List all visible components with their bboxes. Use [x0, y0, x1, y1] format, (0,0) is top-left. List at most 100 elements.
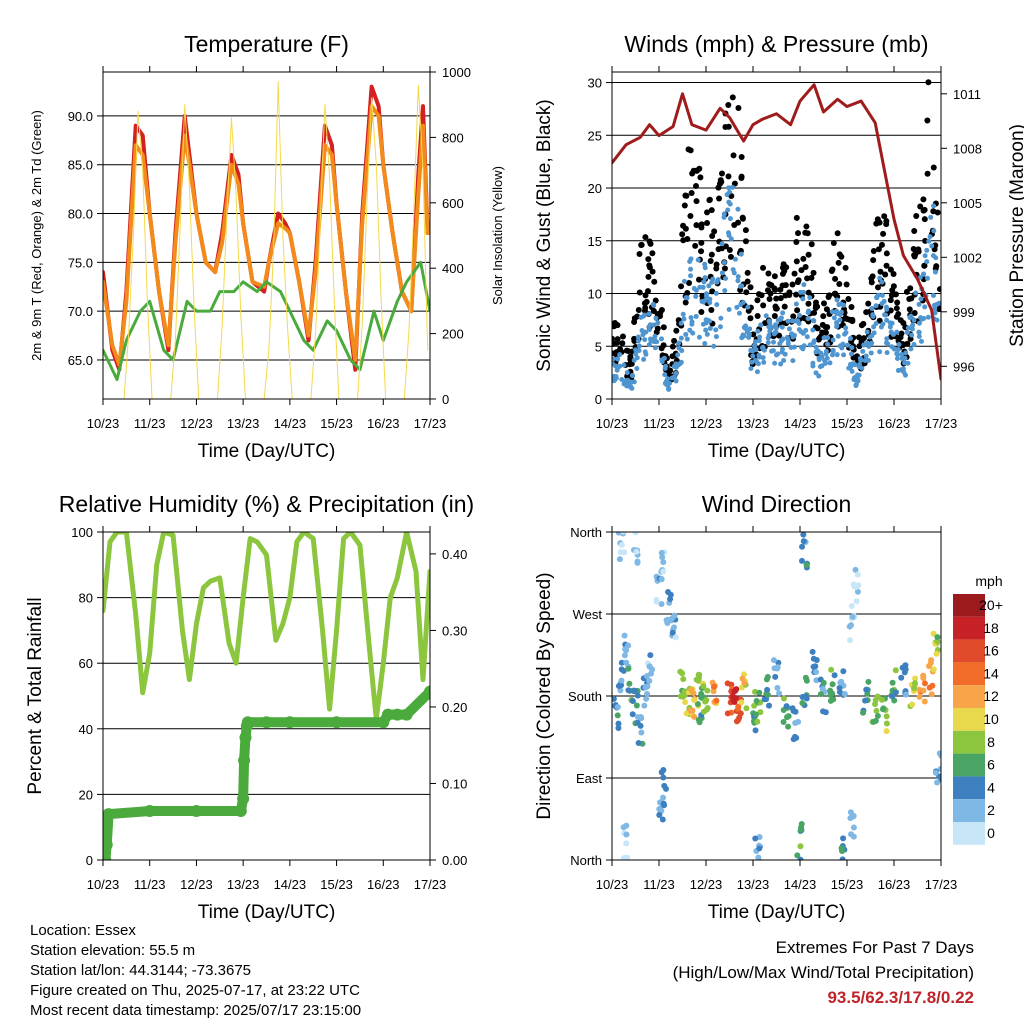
winds-point-wind — [902, 360, 908, 366]
winds-point-gust — [930, 208, 937, 215]
winds-ytick-label: 20 — [588, 181, 602, 196]
winds-point-wind — [704, 331, 710, 337]
direction-point — [753, 697, 760, 704]
winds-point-gust — [706, 197, 713, 204]
direction-legend-swatch — [953, 776, 985, 800]
direction-point — [658, 576, 665, 583]
temperature-title: Temperature (F) — [184, 31, 349, 57]
winds-point-wind — [884, 340, 890, 346]
direction-point — [761, 696, 768, 703]
winds-point-gust — [619, 333, 626, 340]
winds-point-wind — [730, 184, 736, 190]
winds-point-gust — [715, 246, 722, 253]
direction-point — [836, 689, 843, 696]
winds-point-wind — [929, 243, 935, 249]
winds-point-gust — [812, 302, 819, 309]
winds-point-gust — [693, 198, 700, 205]
winds-point-gust — [882, 271, 889, 278]
humidity-ytick-label: 80 — [79, 591, 93, 606]
winds-point-gust — [894, 299, 901, 306]
winds-point-gust — [754, 297, 761, 304]
direction-point — [646, 663, 653, 670]
direction-point — [660, 774, 667, 781]
winds-point-wind — [614, 367, 620, 373]
direction-point — [724, 680, 731, 687]
winds-point-gust — [880, 230, 887, 237]
winds-point-gust — [645, 256, 652, 263]
winds-point-gust — [685, 146, 692, 153]
winds-point-wind — [747, 326, 753, 332]
winds-point-wind — [878, 324, 884, 330]
humidity-xtick-label: 16/23 — [367, 877, 400, 892]
extremes-subtitle: (High/Low/Max Wind/Total Precipitation) — [672, 963, 974, 982]
direction-point — [732, 687, 739, 694]
winds-point-gust — [915, 246, 922, 253]
direction-point — [930, 630, 937, 637]
winds-point-wind — [722, 288, 728, 294]
winds-point-wind — [829, 309, 835, 315]
temperature-xtick-label: 11/23 — [134, 416, 166, 431]
winds-point-wind — [727, 201, 733, 207]
winds-point-wind — [805, 316, 811, 322]
winds-point-gust — [906, 306, 913, 313]
direction-point — [772, 673, 779, 680]
winds-point-gust — [765, 270, 772, 277]
winds-point-wind — [676, 340, 682, 346]
winds-point-gust — [795, 277, 802, 284]
humidity-ytick-label: 40 — [79, 722, 93, 737]
direction-point — [642, 684, 649, 691]
direction-point — [892, 667, 899, 674]
winds-point-gust — [709, 288, 716, 295]
winds-point-gust — [820, 313, 827, 320]
winds-point-wind — [913, 290, 919, 296]
winds-point-gust — [856, 334, 863, 341]
winds-point-wind — [719, 241, 725, 247]
winds-point-wind — [841, 302, 847, 308]
direction-point — [851, 583, 858, 590]
direction-point — [687, 707, 694, 714]
winds-point-wind — [728, 236, 734, 242]
winds-point-wind — [864, 329, 870, 335]
winds-point-gust — [804, 275, 811, 282]
winds-point-gust — [810, 269, 817, 276]
winds-point-gust — [698, 221, 705, 228]
direction-point — [671, 624, 678, 631]
winds-point-gust — [828, 268, 835, 275]
winds-point-wind — [665, 376, 671, 382]
winds-point-wind — [761, 359, 767, 365]
winds-point-wind — [807, 295, 813, 301]
winds-point-wind — [904, 329, 910, 335]
direction-point — [623, 831, 630, 838]
direction-point — [618, 666, 625, 673]
winds-xtick-label: 17/23 — [925, 416, 958, 431]
winds-point-wind — [745, 304, 751, 310]
winds-point-gust — [697, 174, 704, 181]
winds-point-wind — [758, 322, 764, 328]
humidity-precip-point — [330, 716, 343, 729]
winds-point-gust — [711, 228, 718, 235]
winds-point-gust — [819, 329, 826, 336]
winds-point-gust — [802, 264, 809, 271]
winds-point-wind — [778, 361, 784, 367]
temperature-ytick-right-label: 1000 — [442, 65, 471, 80]
winds-point-gust — [870, 248, 877, 255]
direction-point — [688, 686, 695, 693]
direction-point — [934, 779, 941, 786]
winds-point-gust — [874, 216, 881, 223]
direction-point — [625, 665, 632, 672]
winds-point-gust — [936, 286, 941, 293]
winds-point-wind — [873, 303, 879, 309]
winds-point-gust — [793, 214, 800, 221]
direction-point — [755, 854, 762, 860]
winds-point-wind — [688, 273, 694, 279]
winds-point-wind — [689, 321, 695, 327]
direction-point — [756, 689, 763, 696]
direction-point — [615, 724, 622, 731]
winds-point-wind — [713, 334, 719, 340]
direction-point — [878, 696, 885, 703]
winds-point-wind — [793, 301, 799, 307]
winds-point-gust — [843, 281, 850, 288]
winds-point-wind — [873, 320, 879, 326]
direction-point — [660, 800, 667, 807]
winds-point-wind — [785, 318, 791, 324]
